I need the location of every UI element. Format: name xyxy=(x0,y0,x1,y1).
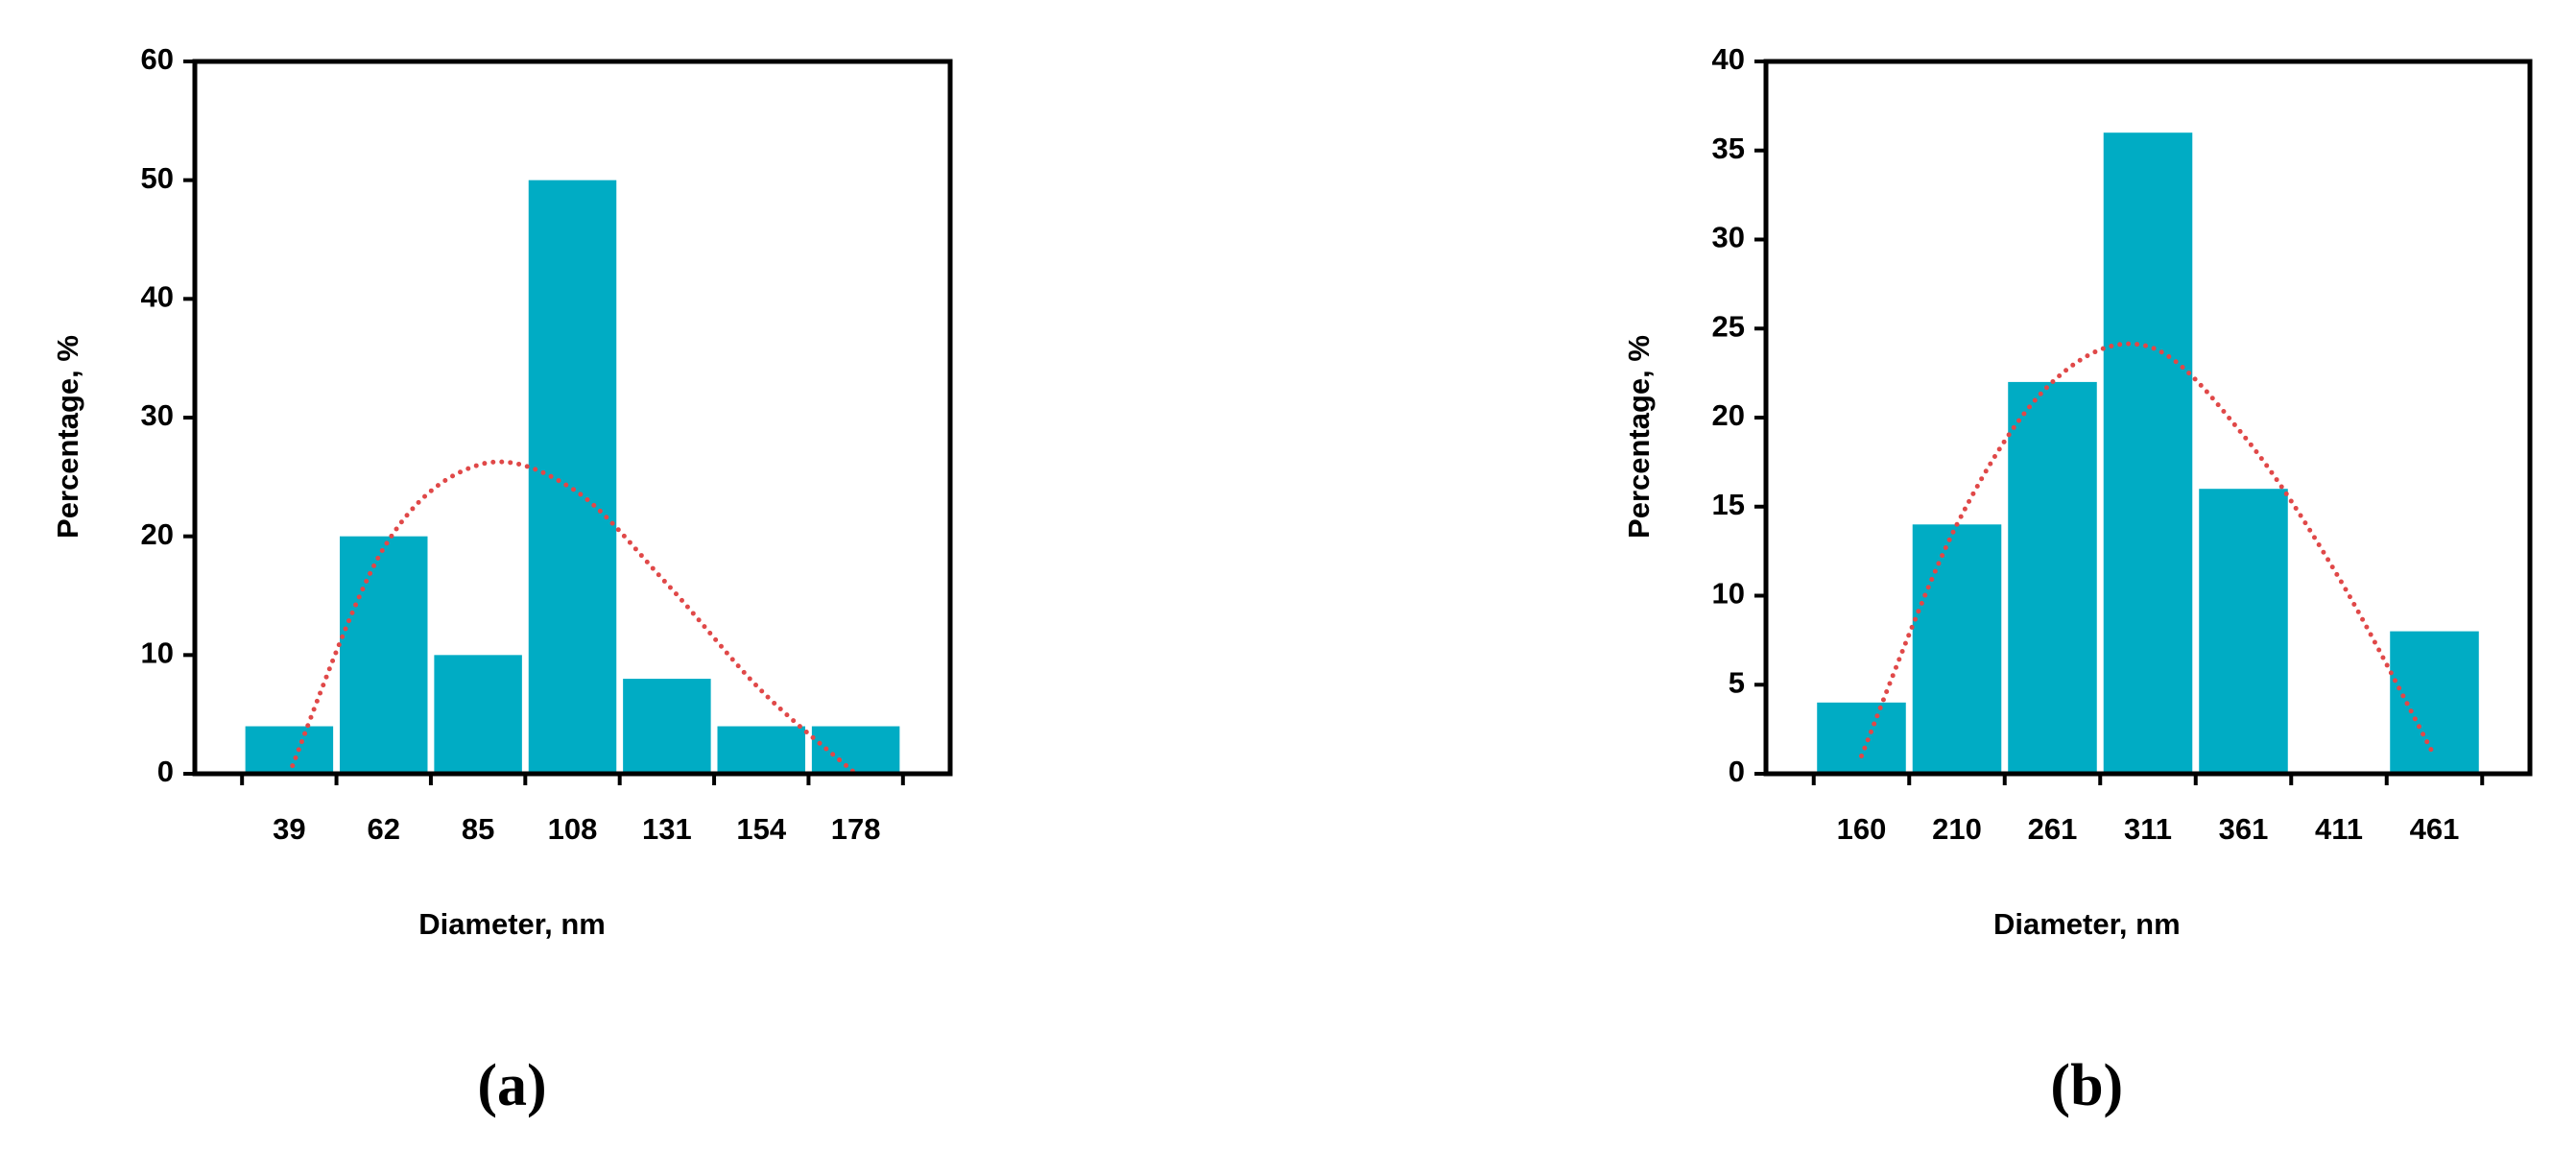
y-tick-label: 50 xyxy=(141,161,174,195)
y-axis-label: Percentage, % xyxy=(51,335,84,539)
x-axis-label: Diameter, nm xyxy=(418,907,606,941)
y-tick-label: 0 xyxy=(157,755,174,788)
y-tick-label: 10 xyxy=(141,636,174,670)
bar xyxy=(245,726,334,774)
x-tick-label: 154 xyxy=(736,812,786,846)
y-tick-label: 40 xyxy=(141,280,174,314)
bar xyxy=(623,679,711,774)
y-tick-label: 40 xyxy=(1712,42,1745,76)
panel-label: (a) xyxy=(477,1053,546,1118)
bar xyxy=(2008,381,2097,774)
x-tick-label: 108 xyxy=(548,812,598,846)
x-tick-label: 178 xyxy=(831,812,881,846)
trendline xyxy=(1859,341,2437,758)
y-tick-label: 20 xyxy=(141,517,174,551)
x-tick-label: 62 xyxy=(368,812,400,846)
bar xyxy=(528,180,617,774)
x-tick-label: 210 xyxy=(1932,812,1982,846)
bar xyxy=(1912,524,2002,774)
panel-label: (b) xyxy=(2050,1053,2123,1118)
x-tick-label: 361 xyxy=(2219,812,2269,846)
bar xyxy=(340,536,428,774)
y-axis-label: Percentage, % xyxy=(1622,335,1656,539)
y-tick-label: 60 xyxy=(141,42,174,76)
y-tick-label: 25 xyxy=(1712,309,1745,343)
y-tick-label: 35 xyxy=(1712,132,1745,165)
y-tick-label: 0 xyxy=(1729,755,1745,788)
bar xyxy=(434,655,522,774)
x-tick-label: 261 xyxy=(2028,812,2078,846)
x-tick-label: 160 xyxy=(1837,812,1887,846)
y-tick-label: 5 xyxy=(1729,665,1745,699)
bar xyxy=(2103,132,2193,774)
y-tick-label: 30 xyxy=(1712,221,1745,254)
y-tick-label: 15 xyxy=(1712,488,1745,521)
bar xyxy=(2390,631,2479,774)
x-tick-label: 311 xyxy=(2124,812,2172,846)
x-tick-label: 85 xyxy=(462,812,494,846)
bar xyxy=(717,726,805,774)
x-tick-label: 131 xyxy=(642,812,692,846)
y-tick-label: 30 xyxy=(141,398,174,432)
bar xyxy=(2199,489,2288,774)
x-tick-label: 411 xyxy=(2315,812,2363,846)
trendline xyxy=(286,459,859,777)
bar xyxy=(1817,702,1906,774)
x-axis-label: Diameter, nm xyxy=(1993,907,2181,941)
x-tick-label: 39 xyxy=(273,812,305,846)
x-tick-label: 461 xyxy=(2410,812,2460,846)
y-tick-label: 20 xyxy=(1712,398,1745,432)
y-tick-label: 10 xyxy=(1712,577,1745,611)
